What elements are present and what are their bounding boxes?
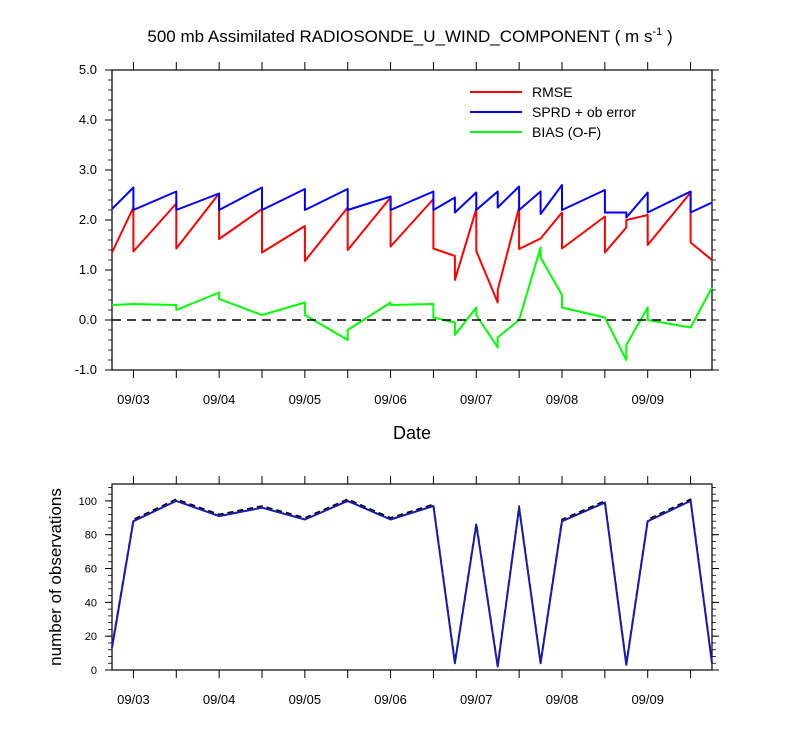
bottom-y-tick-label: 40 [85, 597, 97, 609]
top-plot: 5.0 4.0 3.0 2.0 1.0 0.0 -1.0 09/03 09/04 09/05 09/… [75, 62, 719, 443]
bottom-x-tick-label: 09/09 [631, 692, 664, 707]
bottom-series-total [111, 498, 713, 666]
bottom-y-tick-label: 100 [79, 496, 97, 508]
top-y-tick-label: 0.0 [79, 312, 97, 327]
top-series-bias-o-f [111, 246, 713, 361]
bottom-x-tick-label: 09/05 [289, 692, 322, 707]
bottom-x-tick-label: 09/04 [203, 692, 236, 707]
bottom-x-tick-label: 09/08 [546, 692, 579, 707]
top-x-tick-label: 09/04 [203, 392, 236, 407]
bottom-x-tick-label: 09/07 [460, 692, 493, 707]
top-y-tick-label: 2.0 [79, 212, 97, 227]
bottom-x-tick-label: 09/03 [117, 692, 150, 707]
bottom-plot-frame [111, 483, 713, 671]
bottom-y-axis-label: number of observations [46, 488, 65, 666]
top-axis-ticks: 5.0 4.0 3.0 2.0 1.0 0.0 -1.0 09/03 09/04 09/05 09/… [75, 62, 719, 407]
top-x-tick-label: 09/08 [546, 392, 579, 407]
top-series-group [111, 184, 713, 361]
bottom-y-tick-label: 60 [85, 564, 97, 576]
chart-title: 500 mb Assimilated RADIOSONDE_U_WIND_COM… [147, 26, 672, 46]
bottom-y-tick-label: 20 [85, 631, 97, 643]
top-x-tick-label: 09/09 [631, 392, 664, 407]
legend-label-bias: BIAS (O-F) [532, 124, 601, 140]
bottom-plot: 100 80 60 40 20 0 09/03 09/04 09/05 09/06 09/07 09/… [46, 476, 719, 707]
top-y-tick-label: 5.0 [79, 62, 97, 77]
legend-label-sprd: SPRD + ob error [532, 104, 636, 120]
top-y-tick-label: 4.0 [79, 112, 97, 127]
top-x-axis-label: Date [393, 423, 431, 443]
top-y-tick-label: 3.0 [79, 162, 97, 177]
bottom-y-tick-label: 80 [85, 530, 97, 542]
top-x-tick-label: 09/05 [289, 392, 322, 407]
top-y-tick-label: -1.0 [75, 362, 97, 377]
top-series-rmse [111, 191, 713, 304]
bottom-series-assimilated [111, 499, 713, 668]
top-x-tick-label: 09/03 [117, 392, 150, 407]
legend: RMSE SPRD + ob error BIAS (O-F) [470, 84, 636, 140]
bottom-series-group [111, 498, 713, 668]
bottom-x-tick-label: 09/06 [374, 692, 407, 707]
top-series-sprd-ob-error [111, 184, 713, 219]
top-x-tick-label: 09/07 [460, 392, 493, 407]
bottom-axis-ticks: 100 80 60 40 20 0 09/03 09/04 09/05 09/06 09/07 09/… [79, 476, 719, 707]
legend-label-rmse: RMSE [532, 84, 572, 100]
top-y-tick-label: 1.0 [79, 262, 97, 277]
bottom-y-tick-label: 0 [91, 665, 97, 677]
top-x-tick-label: 09/06 [374, 392, 407, 407]
